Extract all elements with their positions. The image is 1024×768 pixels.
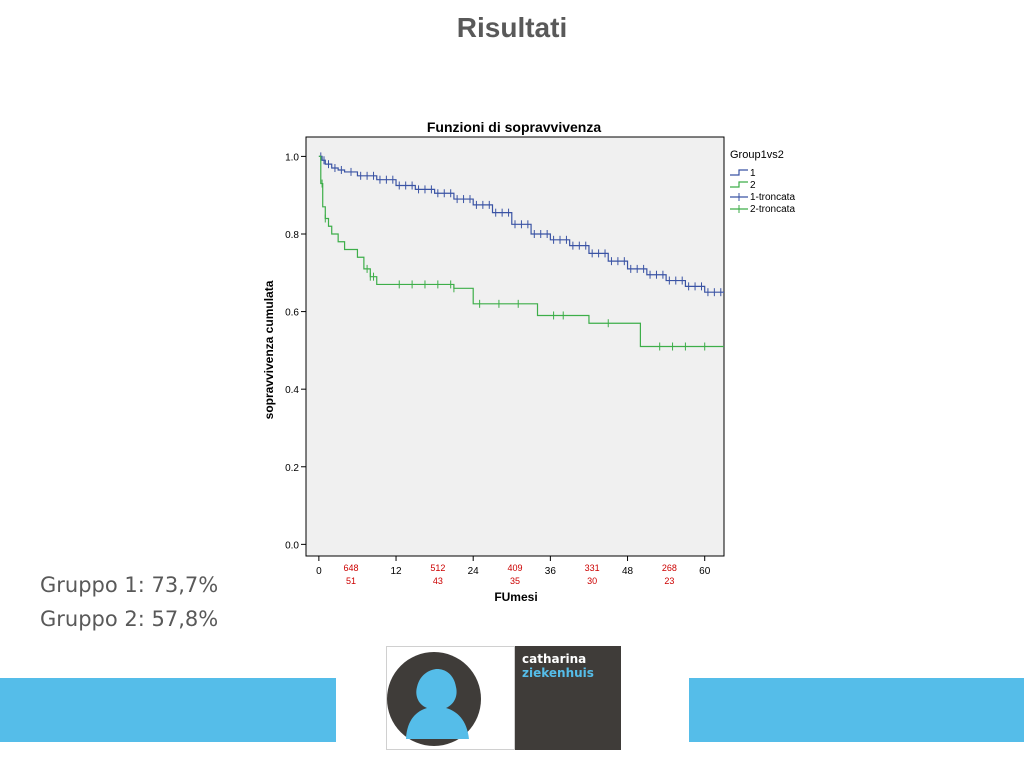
legend-entry-label: 2 (750, 180, 756, 191)
legend-entry-label: 1-troncata (750, 192, 795, 203)
at-risk-group2: 35 (510, 576, 520, 586)
y-tick-label: 0.2 (285, 463, 299, 474)
decorative-band-left (0, 678, 336, 742)
x-tick-label: 36 (545, 566, 557, 577)
at-risk-group1: 648 (343, 563, 358, 573)
survival-results: Gruppo 1: 73,7% Gruppo 2: 57,8% (40, 568, 218, 636)
survival-curve-group-1 (318, 155, 724, 293)
y-tick-label: 0.0 (285, 540, 299, 551)
at-risk-group2: 43 (433, 576, 443, 586)
x-tick-label: 60 (699, 566, 711, 577)
at-risk-group1: 331 (585, 563, 600, 573)
logo-line-2: ziekenhuis (522, 666, 594, 680)
logo-line-1: catharina (522, 652, 587, 666)
catharina-logo: catharina ziekenhuis (386, 646, 621, 750)
y-tick-label: 1.0 (285, 152, 299, 163)
y-tick-label: 0.8 (285, 230, 299, 241)
at-risk-group2: 30 (587, 576, 597, 586)
logo-mark (386, 646, 515, 750)
y-axis-label: sopravvivenza cumulata (262, 280, 276, 419)
x-tick-label: 12 (390, 566, 402, 577)
at-risk-group1: 268 (662, 563, 677, 573)
logo-text-block: catharina ziekenhuis (515, 646, 621, 750)
at-risk-group2: 51 (346, 576, 356, 586)
legend-swatch-step (730, 169, 748, 176)
at-risk-group2: 23 (664, 576, 674, 586)
x-tick-label: 0 (316, 566, 322, 577)
legend-swatch-step (730, 181, 748, 188)
legend-title: Group1vs2 (730, 149, 784, 161)
slide-title: Risultati (456, 12, 568, 43)
survival-chart: Funzioni di sopravvivenza 0.0 0.2 0.4 0.6 0.… (262, 119, 795, 604)
legend-entry-label: 2-troncata (750, 204, 795, 215)
at-risk-group1: 409 (507, 563, 522, 573)
legend-entry-label: 1 (750, 168, 756, 179)
decorative-band-right (689, 678, 1024, 742)
x-axis-label: FUmesi (494, 590, 537, 604)
y-tick-label: 0.4 (285, 385, 299, 396)
x-tick-label: 24 (468, 566, 480, 577)
y-tick-label: 0.6 (285, 308, 299, 319)
chart-title: Funzioni di sopravvivenza (427, 119, 601, 135)
result-group-1: Gruppo 1: 73,7% (40, 573, 219, 597)
result-group-2: Gruppo 2: 57,8% (40, 607, 219, 631)
x-tick-label: 48 (622, 566, 634, 577)
person-silhouette-icon (387, 652, 481, 746)
at-risk-group1: 512 (430, 563, 445, 573)
